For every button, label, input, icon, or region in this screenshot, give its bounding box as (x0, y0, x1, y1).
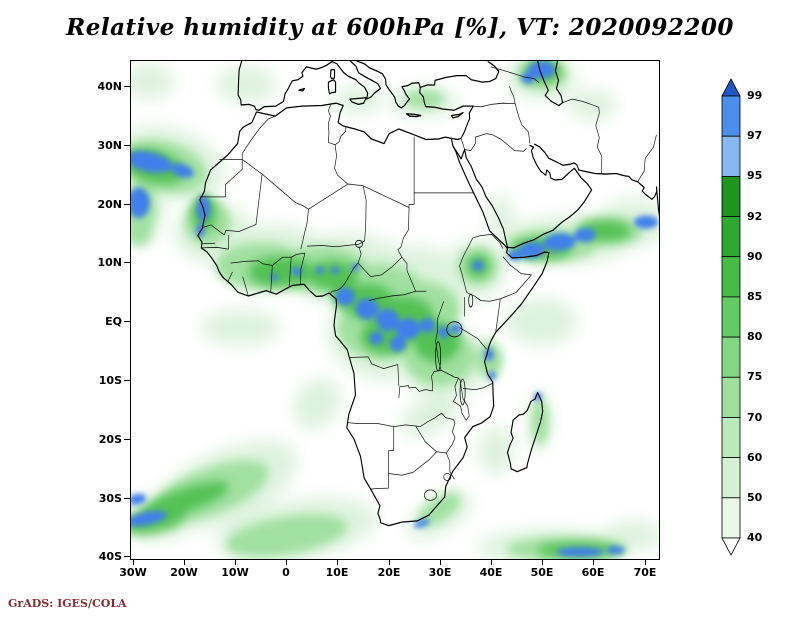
iberia-italy-coastline (237, 61, 382, 111)
colorbar-segment (721, 95, 741, 137)
lon-tick-20e: 20E (369, 560, 409, 579)
colorbar-segment (721, 457, 741, 499)
colorbar-tick-75: 75 (747, 370, 763, 383)
arabia-coastline (452, 144, 593, 249)
colorbar-segment (721, 256, 741, 298)
lon-tick-30w: 30W (113, 560, 153, 579)
africa-humidity-map (131, 61, 659, 559)
colorbar-tick-50: 50 (747, 491, 763, 504)
lat-tick-10s: 10S (86, 374, 130, 387)
iran-india-coastline (533, 143, 659, 217)
map-plot-area (130, 60, 660, 560)
corsica-coastline (329, 69, 336, 80)
lon-tick-40e: 40E (471, 560, 511, 579)
lake-victoria (446, 321, 463, 338)
lon-tick-70e: 70E (625, 560, 665, 579)
lat-tick-40n: 40N (86, 80, 130, 93)
colorbar-bottom-arrow (721, 537, 741, 556)
plot-title: Relative humidity at 600hPa [%], VT: 202… (66, 14, 734, 41)
colorbar-segment (721, 497, 741, 539)
colorbar-tick-80: 80 (747, 330, 763, 343)
colorbar-tick-92: 92 (747, 210, 763, 223)
lat-tick-20s: 20S (86, 433, 130, 446)
colorbar-svg (721, 78, 741, 556)
colorbar (720, 76, 742, 558)
lat-tick-30n: 30N (86, 139, 130, 152)
lat-tick-40s: 40S (86, 550, 130, 563)
grads-attribution: GrADS: IGES/COLA (8, 597, 127, 610)
lon-tick-10w: 10W (215, 560, 255, 579)
sardinia-coastline (327, 79, 337, 95)
lon-tick-60e: 60E (573, 560, 613, 579)
cyprus-coastline (450, 111, 464, 119)
lon-tick-50e: 50E (522, 560, 562, 579)
mallorca-coastline (298, 87, 306, 92)
colorbar-segment (721, 135, 741, 177)
colorbar-tick-85: 85 (747, 290, 763, 303)
lake-tanganyika (435, 341, 442, 372)
colorbar-segment (721, 417, 741, 459)
colorbar-tick-99: 99 (747, 89, 763, 102)
colorbar-tick-40: 40 (747, 531, 763, 544)
lake-turkana (468, 293, 474, 308)
colorbar-segment (721, 336, 741, 378)
balkans-greece-coastline (356, 61, 421, 109)
sicily-coastline (349, 97, 367, 105)
lat-tick-30s: 30S (86, 492, 130, 505)
colorbar-top-arrow (721, 78, 741, 97)
humidity-shading-blue (131, 61, 659, 557)
colorbar-tick-90: 90 (747, 250, 763, 263)
country-borders (199, 66, 657, 501)
colorbar-tick-60: 60 (747, 451, 763, 464)
lon-tick-10e: 10E (317, 560, 357, 579)
lat-tick-eq: EQ (86, 315, 130, 328)
crete-coastline (405, 113, 422, 118)
madagascar-coastline (506, 391, 544, 473)
lake-malawi (459, 378, 466, 406)
levant-turkey-coastline (419, 61, 500, 141)
colorbar-tick-95: 95 (747, 169, 763, 182)
colorbar-segment (721, 296, 741, 338)
lon-tick-0: 0 (266, 560, 306, 579)
colorbar-tick-97: 97 (747, 129, 763, 142)
lake-chad (355, 239, 363, 248)
lakes (355, 239, 474, 406)
colorbar-segment (721, 176, 741, 218)
lat-tick-10n: 10N (86, 256, 130, 269)
colorbar-segment (721, 216, 741, 258)
colorbar-tick-70: 70 (747, 411, 763, 424)
caspian-sea-coastline (537, 61, 564, 107)
colorbar-segment (721, 376, 741, 418)
lon-tick-20w: 20W (164, 560, 204, 579)
lon-tick-30e: 30E (420, 560, 460, 579)
lat-tick-20n: 20N (86, 198, 130, 211)
coastlines (197, 61, 659, 527)
